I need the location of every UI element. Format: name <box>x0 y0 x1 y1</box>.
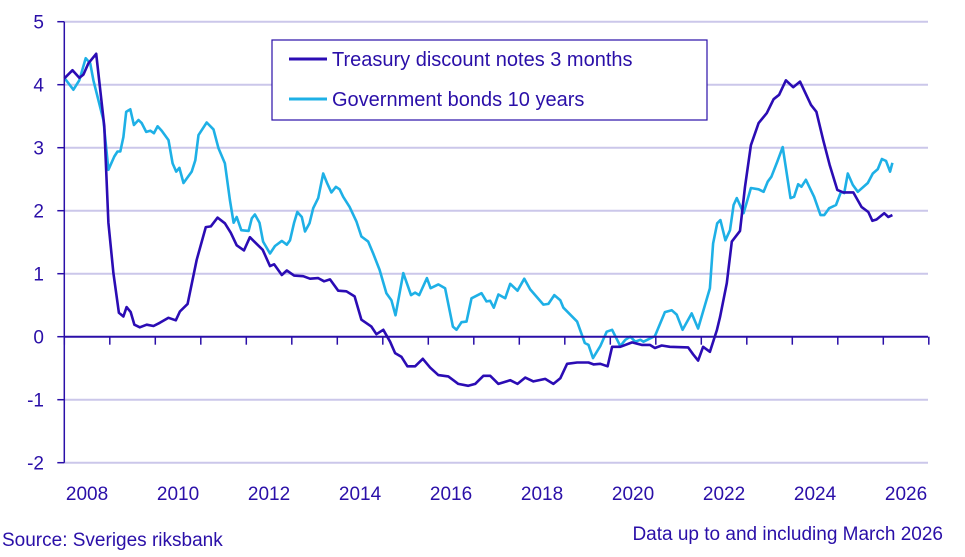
legend-label-treasury: Treasury discount notes 3 months <box>332 49 633 71</box>
x-tick-label: 2026 <box>885 484 927 505</box>
y-axis-ticks: 5 4 3 2 1 0 -1 -2 <box>27 13 65 475</box>
y-tick-label: 3 <box>33 139 44 160</box>
legend-label-bonds: Government bonds 10 years <box>332 89 584 111</box>
axes <box>63 21 928 463</box>
series-line-treasury-3m <box>63 52 893 388</box>
gridlines <box>64 20 928 464</box>
series-line-bonds-10y <box>64 56 894 360</box>
y-tick-label: 5 <box>33 13 44 34</box>
data-coverage-note: Data up to and including March 2026 <box>632 524 943 545</box>
y-tick-label: 0 <box>33 328 44 349</box>
legend: Treasury discount notes 3 months Governm… <box>271 39 708 121</box>
x-tick-label: 2024 <box>794 484 837 505</box>
x-tick-label: 2016 <box>430 484 472 505</box>
x-tick-label: 2020 <box>612 484 654 505</box>
legend-box <box>271 39 708 121</box>
source-note: Source: Sveriges riksbank <box>2 530 223 551</box>
y-tick-label: 2 <box>33 202 44 223</box>
x-tick-label: 2018 <box>521 484 563 505</box>
x-tick-label: 2012 <box>248 484 290 505</box>
x-tick-label: 2014 <box>339 484 382 505</box>
y-tick-label: -2 <box>27 454 44 475</box>
y-tick-label: -1 <box>27 391 44 412</box>
x-axis-ticks: 2008 2010 2012 2014 2016 2018 2020 2022 2024 2026 <box>63 336 930 505</box>
series-lines <box>63 52 894 388</box>
x-tick-label: 2010 <box>157 484 199 505</box>
x-tick-label: 2022 <box>703 484 745 505</box>
y-tick-label: 4 <box>33 76 44 97</box>
y-tick-label: 1 <box>33 265 44 286</box>
x-tick-label: 2008 <box>66 484 108 505</box>
